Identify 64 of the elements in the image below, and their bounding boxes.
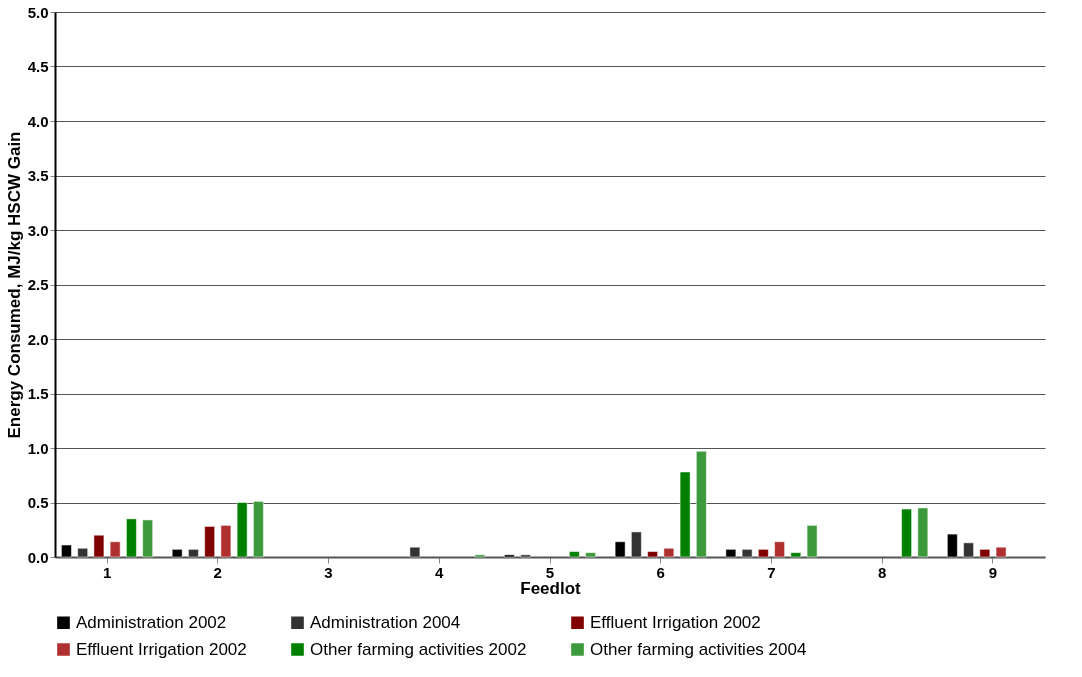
bar [696, 451, 707, 558]
bar [77, 548, 88, 558]
bar [679, 471, 691, 558]
bar [647, 551, 658, 558]
y-tick-label: 5.0 [27, 3, 49, 21]
legend-label: Administration 2004 [310, 612, 461, 632]
x-tick-label: 6 [656, 563, 665, 581]
bar [504, 554, 515, 558]
y-tick-label: 3.5 [27, 167, 49, 184]
bar [126, 518, 137, 558]
bar [725, 549, 737, 558]
y-tick-label: 2.5 [27, 276, 49, 293]
bar [790, 552, 802, 558]
bar [585, 552, 596, 558]
bar [806, 525, 818, 558]
bar [109, 541, 121, 558]
bar [474, 554, 486, 558]
x-tick-label: 4 [435, 563, 445, 581]
legend-label: Effluent Irrigation 2002 [590, 612, 761, 632]
bar [663, 548, 675, 558]
legend-label: Other farming activities 2004 [590, 639, 807, 659]
y-tick-label: 4.0 [27, 112, 49, 130]
y-tick-label: 0.0 [27, 548, 49, 566]
x-axis-title: Feedlot [520, 578, 582, 598]
bar [979, 549, 991, 558]
bar [901, 508, 912, 558]
bar [631, 531, 642, 558]
x-tick-label: 2 [213, 563, 222, 581]
x-tick-label: 8 [878, 563, 887, 581]
bar [409, 546, 421, 558]
bar [520, 554, 531, 558]
x-tick-label: 3 [324, 563, 333, 581]
y-tick-label: 1.5 [27, 385, 49, 402]
bar [93, 534, 105, 558]
legend-label: Other farming activities 2002 [310, 639, 527, 659]
bar [963, 542, 974, 558]
y-tick-label: 2.0 [27, 330, 49, 348]
legend-label: Administration 2002 [76, 612, 227, 632]
bar [917, 507, 929, 558]
bar [142, 519, 153, 558]
bar [204, 526, 215, 558]
bar [253, 501, 264, 558]
bar [188, 549, 199, 558]
y-tick-label: 3.0 [27, 221, 49, 239]
legend-label: Effluent Irrigation 2002 [76, 639, 247, 659]
x-tick-label: 1 [102, 563, 112, 581]
bar [995, 546, 1007, 558]
bar [741, 549, 753, 558]
bar [171, 549, 183, 558]
bar [774, 541, 785, 558]
x-tick-label: 7 [767, 563, 776, 581]
bar [61, 544, 72, 558]
y-axis-title: Energy Consumed, MJ/kg HSCW Gain [4, 131, 24, 439]
x-tick-label: 9 [988, 563, 998, 581]
bar [569, 551, 580, 558]
x-tick-label: 5 [545, 563, 555, 581]
bar [614, 541, 626, 558]
y-tick-label: 1.0 [27, 439, 49, 457]
bar [947, 533, 958, 558]
bar [758, 549, 769, 558]
y-tick-label: 0.5 [27, 494, 49, 511]
bar [220, 525, 232, 558]
y-tick-label: 4.5 [27, 58, 49, 75]
bar [236, 502, 248, 558]
